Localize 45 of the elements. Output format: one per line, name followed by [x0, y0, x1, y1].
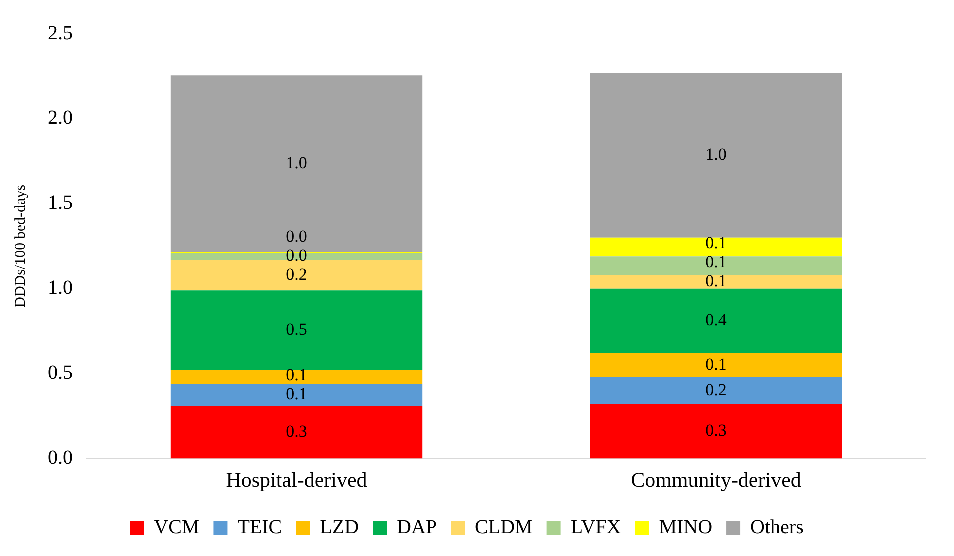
legend-label: VCM: [154, 516, 200, 538]
y-tick-label: 1.0: [48, 277, 73, 300]
x-tick-label: Community-derived: [631, 468, 802, 492]
x-tick-label: Hospital-derived: [226, 468, 368, 492]
bar: [170, 260, 423, 291]
bar: [590, 353, 842, 378]
y-tick-label: 2.0: [48, 107, 73, 130]
data-label: 0.0: [286, 226, 308, 246]
bar: [170, 290, 423, 370]
y-tick-label: 1.5: [48, 192, 73, 214]
data-label: 0.2: [706, 380, 727, 400]
y-tick-label: 0.5: [48, 362, 73, 384]
data-label: 0.3: [286, 422, 308, 441]
data-label: 0.1: [706, 234, 727, 253]
bar: [590, 256, 842, 276]
legend-label: LZD: [320, 516, 360, 538]
bar: [590, 275, 842, 289]
bar: [170, 384, 423, 406]
bar: [590, 288, 842, 354]
legend-label: CLDM: [475, 516, 534, 538]
y-tick-label: 2.5: [48, 22, 73, 44]
data-label: 0.4: [706, 310, 728, 330]
bar: [590, 377, 842, 404]
bar: [590, 238, 842, 257]
data-label: 0.5: [286, 320, 308, 339]
data-label: 0.1: [706, 272, 727, 291]
bar: [590, 73, 842, 238]
data-label: 0.1: [706, 354, 727, 374]
bar: [590, 404, 842, 459]
y-axis-title: DDDs/100 bed-days: [12, 184, 29, 308]
bar: [170, 370, 423, 384]
legend-label: MINO: [659, 516, 713, 538]
legend-label: LVFX: [570, 516, 622, 538]
data-label: 0.2: [286, 264, 308, 284]
legend-label: Others: [750, 516, 804, 538]
data-label: 1.0: [286, 153, 308, 172]
legend-label: DAP: [397, 516, 438, 538]
legend-label: TEIC: [238, 516, 282, 538]
data-label: 0.1: [706, 252, 727, 272]
y-tick-label: 0.0: [48, 447, 73, 470]
data-label: 0.1: [286, 366, 308, 385]
data-label: 0.1: [286, 384, 308, 404]
bar: [170, 406, 423, 459]
data-label: 1.0: [706, 144, 727, 164]
data-label: 0.3: [706, 421, 727, 440]
